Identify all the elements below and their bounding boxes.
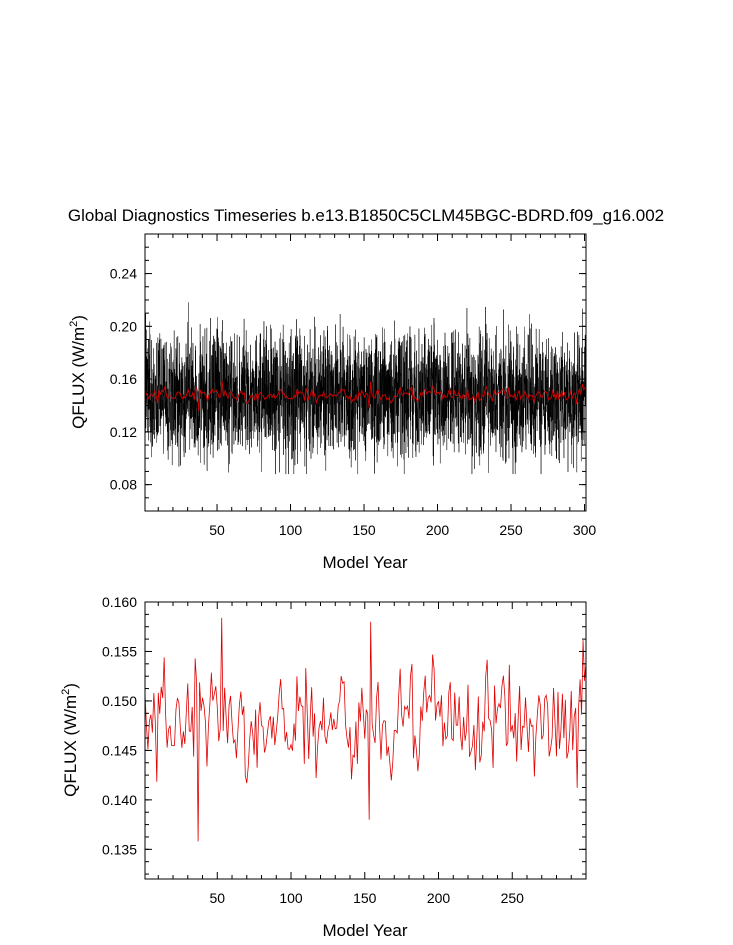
top-annual-series: [145, 381, 586, 412]
bottom-plot-frame: [144, 601, 587, 880]
bottom-x-tick-label: 250: [501, 890, 525, 906]
bottom-x-tick-label: 50: [209, 890, 225, 906]
top-x-tick-label: 300: [573, 522, 597, 538]
top-monthly-series: [144, 302, 587, 475]
top-monthly-line: [144, 302, 587, 475]
bottom-y-tick-label: 0.135: [102, 841, 137, 857]
top-y-ticks: 0.08 0.12 0.16 0.20 0.24: [110, 233, 586, 512]
bottom-y-tick-label: 0.155: [102, 643, 137, 659]
bottom-x-tick-label: 150: [353, 890, 377, 906]
top-panel: 0.08 0.12 0.16 0.20 0.24 50 100 150 200 250 300 M…: [68, 233, 597, 572]
top-y-tick-label: 0.20: [110, 318, 137, 334]
top-y-axis-label-main: QFLUX (W/m: [69, 327, 88, 429]
bottom-y-tick-label: 0.150: [102, 693, 137, 709]
bottom-x-tick-label: 100: [279, 890, 303, 906]
top-annual-line: [145, 381, 586, 412]
top-y-tick-label: 0.16: [110, 371, 137, 387]
top-y-axis-label: QFLUX (W/m2): [68, 315, 88, 429]
bottom-y-tick-label: 0.140: [102, 792, 137, 808]
bottom-annual-series: [144, 617, 587, 842]
bottom-panel: 0.135 0.140 0.145 0.150 0.155 0.160 50 100 150 2…: [60, 594, 587, 940]
bottom-y-axis-label-main: QFLUX (W/m: [61, 695, 80, 797]
bottom-y-tick-label: 0.160: [102, 594, 137, 610]
bottom-x-axis-label: Model Year: [322, 921, 407, 940]
chart-title: Global Diagnostics Timeseries b.e13.B185…: [68, 206, 664, 225]
bottom-x-tick-label: 200: [427, 890, 451, 906]
bottom-y-axis-label-end: ): [61, 683, 80, 689]
bottom-annual-line: [144, 617, 587, 842]
bottom-y-axis-label: QFLUX (W/m2): [60, 683, 80, 797]
top-x-tick-label: 250: [499, 522, 523, 538]
top-y-tick-label: 0.08: [110, 477, 137, 493]
top-y-tick-label: 0.24: [110, 266, 137, 282]
top-y-tick-label: 0.12: [110, 424, 137, 440]
top-x-ticks: 50 100 150 200 250 300: [157, 234, 597, 538]
top-y-axis-label-sup: 2: [68, 321, 80, 327]
top-x-axis-label: Model Year: [322, 553, 407, 572]
bottom-y-tick-label: 0.145: [102, 742, 137, 758]
bottom-y-ticks: 0.135 0.140 0.145 0.150 0.155 0.160: [102, 594, 586, 875]
top-x-tick-label: 200: [426, 522, 450, 538]
top-x-tick-label: 50: [209, 522, 225, 538]
top-x-tick-label: 100: [279, 522, 303, 538]
bottom-y-axis-label-sup: 2: [60, 689, 72, 695]
top-y-axis-label-end: ): [69, 315, 88, 321]
top-x-tick-label: 150: [352, 522, 376, 538]
top-plot-frame: [144, 233, 587, 512]
bottom-x-ticks: 50 100 150 200 250: [157, 602, 572, 906]
